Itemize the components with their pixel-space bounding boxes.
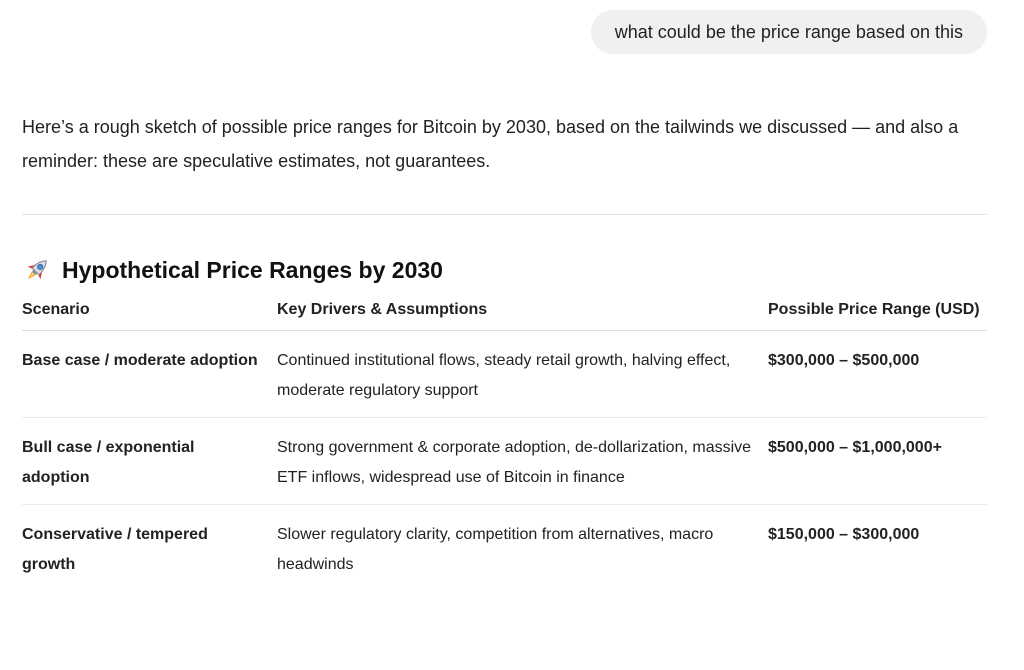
scenario-cell: Bull case / exponential adoption xyxy=(22,417,277,505)
section-title: Hypothetical Price Ranges by 2030 xyxy=(62,256,443,283)
table-row: Base case / moderate adoption Continued … xyxy=(22,330,987,418)
scenario-cell: Base case / moderate adoption xyxy=(22,330,277,418)
header-price-range: Possible Price Range (USD) xyxy=(768,296,987,331)
price-ranges-table: Scenario Key Drivers & Assumptions Possi… xyxy=(22,296,987,591)
header-drivers: Key Drivers & Assumptions xyxy=(277,296,768,331)
table-row: Conservative / tempered growth Slower re… xyxy=(22,505,987,592)
user-message-text: what could be the price range based on t… xyxy=(614,22,963,42)
price-range-cell: $150,000 – $300,000 xyxy=(768,526,920,543)
user-message-bubble: what could be the price range based on t… xyxy=(590,10,987,54)
price-range-cell: $500,000 – $1,000,000+ xyxy=(768,417,987,505)
header-scenario: Scenario xyxy=(22,296,277,331)
section-divider xyxy=(22,214,987,215)
section-heading: Hypothetical Price Ranges by 2030 xyxy=(22,254,443,286)
table-header-row: Scenario Key Drivers & Assumptions Possi… xyxy=(22,296,987,331)
scenario-cell: Conservative / tempered growth xyxy=(22,526,208,573)
table-row: Bull case / exponential adoption Strong … xyxy=(22,417,987,505)
rocket-icon xyxy=(22,255,52,285)
drivers-cell: Strong government & corporate adoption, … xyxy=(277,417,768,505)
price-range-cell: $300,000 – $500,000 xyxy=(768,330,987,418)
assistant-intro-text: Here’s a rough sketch of possible price … xyxy=(22,117,959,171)
drivers-cell: Slower regulatory clarity, competition f… xyxy=(277,526,714,573)
drivers-cell: Continued institutional flows, steady re… xyxy=(277,330,768,418)
